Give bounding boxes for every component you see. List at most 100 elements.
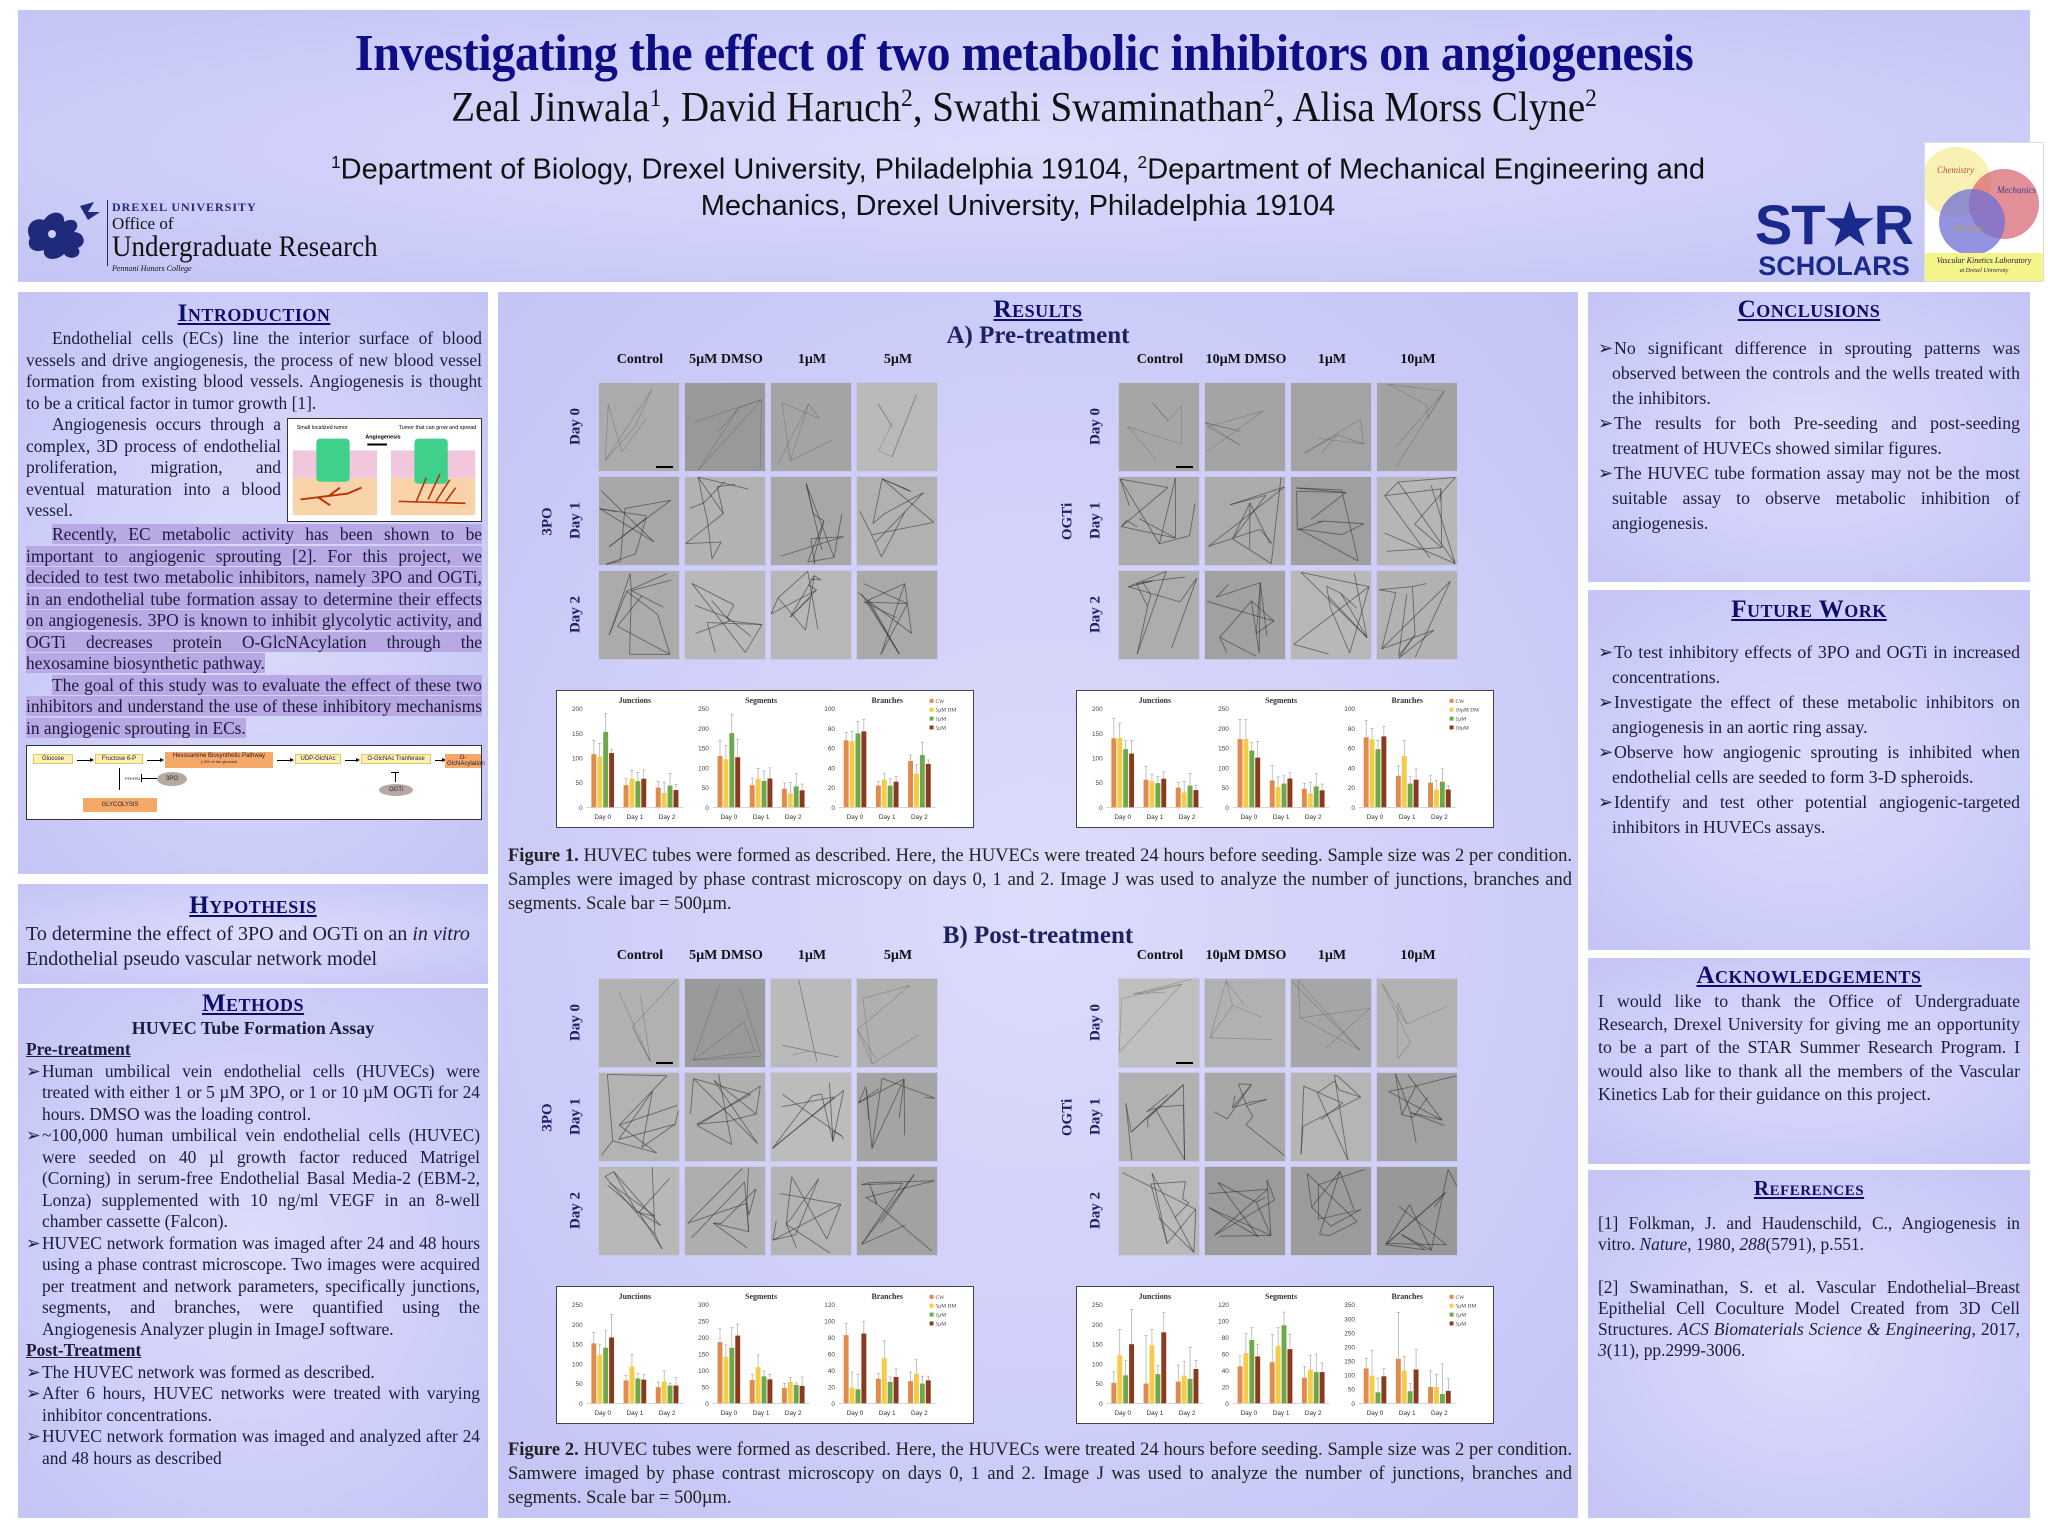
tube-segment: [1325, 1008, 1371, 1049]
y-tick-label: 150: [1344, 1359, 1355, 1366]
tube-segment: [1217, 1182, 1259, 1237]
bar-day-2-1: [1181, 1375, 1187, 1404]
tube-segment: [631, 579, 672, 592]
tube-segment: [878, 450, 893, 458]
tube-segment: [1330, 1209, 1362, 1227]
tube-segment: [626, 573, 668, 592]
tube-segment: [1207, 410, 1264, 428]
y-tick-label: 20: [828, 785, 836, 792]
micrograph-sheen: [1119, 1167, 1199, 1255]
x-tick-label: Day 1: [1147, 1410, 1164, 1417]
y-tick-label: 150: [1092, 1342, 1103, 1349]
tube-segment: [624, 499, 671, 509]
micrograph-background: [599, 1167, 679, 1255]
micrograph-background: [599, 383, 679, 471]
tube-segment: [857, 1029, 877, 1060]
tube-segment: [1329, 1221, 1358, 1237]
legend-label: CW: [1455, 699, 1465, 705]
micrograph-texture: [771, 1073, 851, 1161]
tube-segment: [1427, 391, 1445, 419]
bar-day-1-3: [641, 1379, 647, 1404]
pathway-arrow: [277, 758, 294, 762]
micrograph-texture: [1119, 979, 1199, 1067]
tube-segment: [871, 1078, 905, 1149]
bar-day-0-0: [843, 740, 849, 808]
tube-segment: [807, 557, 835, 563]
ref-text: , 2017,: [1971, 1319, 2021, 1339]
tube-segment: [861, 1182, 870, 1186]
scale-bar: [1176, 1062, 1193, 1064]
micrograph-image: [1290, 382, 1372, 472]
tube-segment: [1128, 586, 1181, 603]
micrograph-background: [857, 979, 937, 1067]
arrow-bullet-icon: ➢: [26, 1426, 41, 1446]
vessel-left: [300, 486, 362, 507]
micrograph-background: [1291, 979, 1371, 1067]
tube-segment: [654, 1234, 663, 1250]
legend-label: 5µM: [935, 725, 946, 731]
legend-label: 1µM: [1455, 717, 1466, 723]
legend-label: 5µM: [1455, 1321, 1466, 1327]
bar-day-0-2: [1249, 750, 1255, 808]
micrograph-texture: [685, 571, 765, 659]
pathway-hbp: Hexosamine Biosynthetic Pathway (~5% of t…: [165, 752, 273, 768]
bar-day-0-3: [735, 1335, 741, 1404]
tube-segment: [1303, 1085, 1343, 1104]
tube-segment: [1316, 1080, 1336, 1094]
tube-segment: [1214, 1188, 1268, 1236]
star-logo-line1: ST★R: [1754, 193, 1914, 256]
tube-segment: [1384, 532, 1456, 564]
micrograph-sheen: [599, 1167, 679, 1255]
bar-day-1-3: [1161, 1332, 1167, 1404]
scale-bar: [1176, 466, 1193, 468]
tube-segment: [621, 418, 647, 452]
micrograph-sheen: [1205, 477, 1285, 565]
micrograph-sheen: [1119, 383, 1199, 471]
chart-panel-title: Branches: [871, 696, 903, 705]
figure-right-label: Tumor that can grow and spread: [399, 425, 476, 431]
methods-subtitle: HUVEC Tube Formation Assay: [131, 1018, 375, 1038]
micrograph-image: [856, 1072, 938, 1162]
tube-segment: [898, 1078, 905, 1119]
tube-segment: [863, 583, 908, 605]
tube-segment: [600, 490, 655, 543]
tube-segment: [782, 1094, 842, 1137]
pathway-pfkfb3: PFKFB3: [125, 776, 141, 781]
bar-day-0-1: [723, 1356, 729, 1404]
legend-label: CW: [1455, 1295, 1465, 1301]
legend-swatch: [1449, 707, 1454, 712]
tube-segment: [1158, 1217, 1195, 1253]
micrograph-background: [771, 571, 851, 659]
tube-segment: [1387, 383, 1427, 406]
tube-segment: [706, 519, 713, 559]
tube-segment: [698, 477, 749, 490]
x-tick-label: Day 2: [659, 814, 676, 821]
tube-segment: [1298, 528, 1343, 536]
day-row-label: Day 0: [567, 1003, 584, 1042]
legend-swatch: [1449, 698, 1454, 703]
tube-segment: [833, 513, 843, 558]
tube-segment: [864, 601, 908, 605]
pre-treatment-heading: Pre-treatment: [26, 1039, 131, 1059]
y-tick-label: 50: [576, 780, 584, 787]
tube-segment: [1159, 535, 1190, 545]
tube-segment: [1232, 1005, 1263, 1018]
y-tick-label: 300: [1344, 1316, 1355, 1323]
micrograph-sheen: [857, 477, 937, 565]
micrograph-texture: [1291, 1167, 1371, 1255]
tube-segment: [1410, 1112, 1445, 1126]
tube-segment: [1291, 981, 1360, 1051]
poster-header: Investigating the effect of two metaboli…: [18, 10, 2044, 282]
legend-label: CW: [935, 1295, 945, 1301]
tube-segment: [1302, 1096, 1361, 1127]
micrograph-image: [684, 476, 766, 566]
bar-day-1-0: [749, 785, 755, 808]
tube-segment: [1328, 596, 1368, 638]
micrograph-texture: [599, 477, 679, 565]
tube-segment: [1167, 405, 1182, 422]
tube-segment: [1207, 426, 1240, 445]
ref-journal: Nature: [1639, 1234, 1688, 1254]
tube-segment: [635, 518, 647, 554]
